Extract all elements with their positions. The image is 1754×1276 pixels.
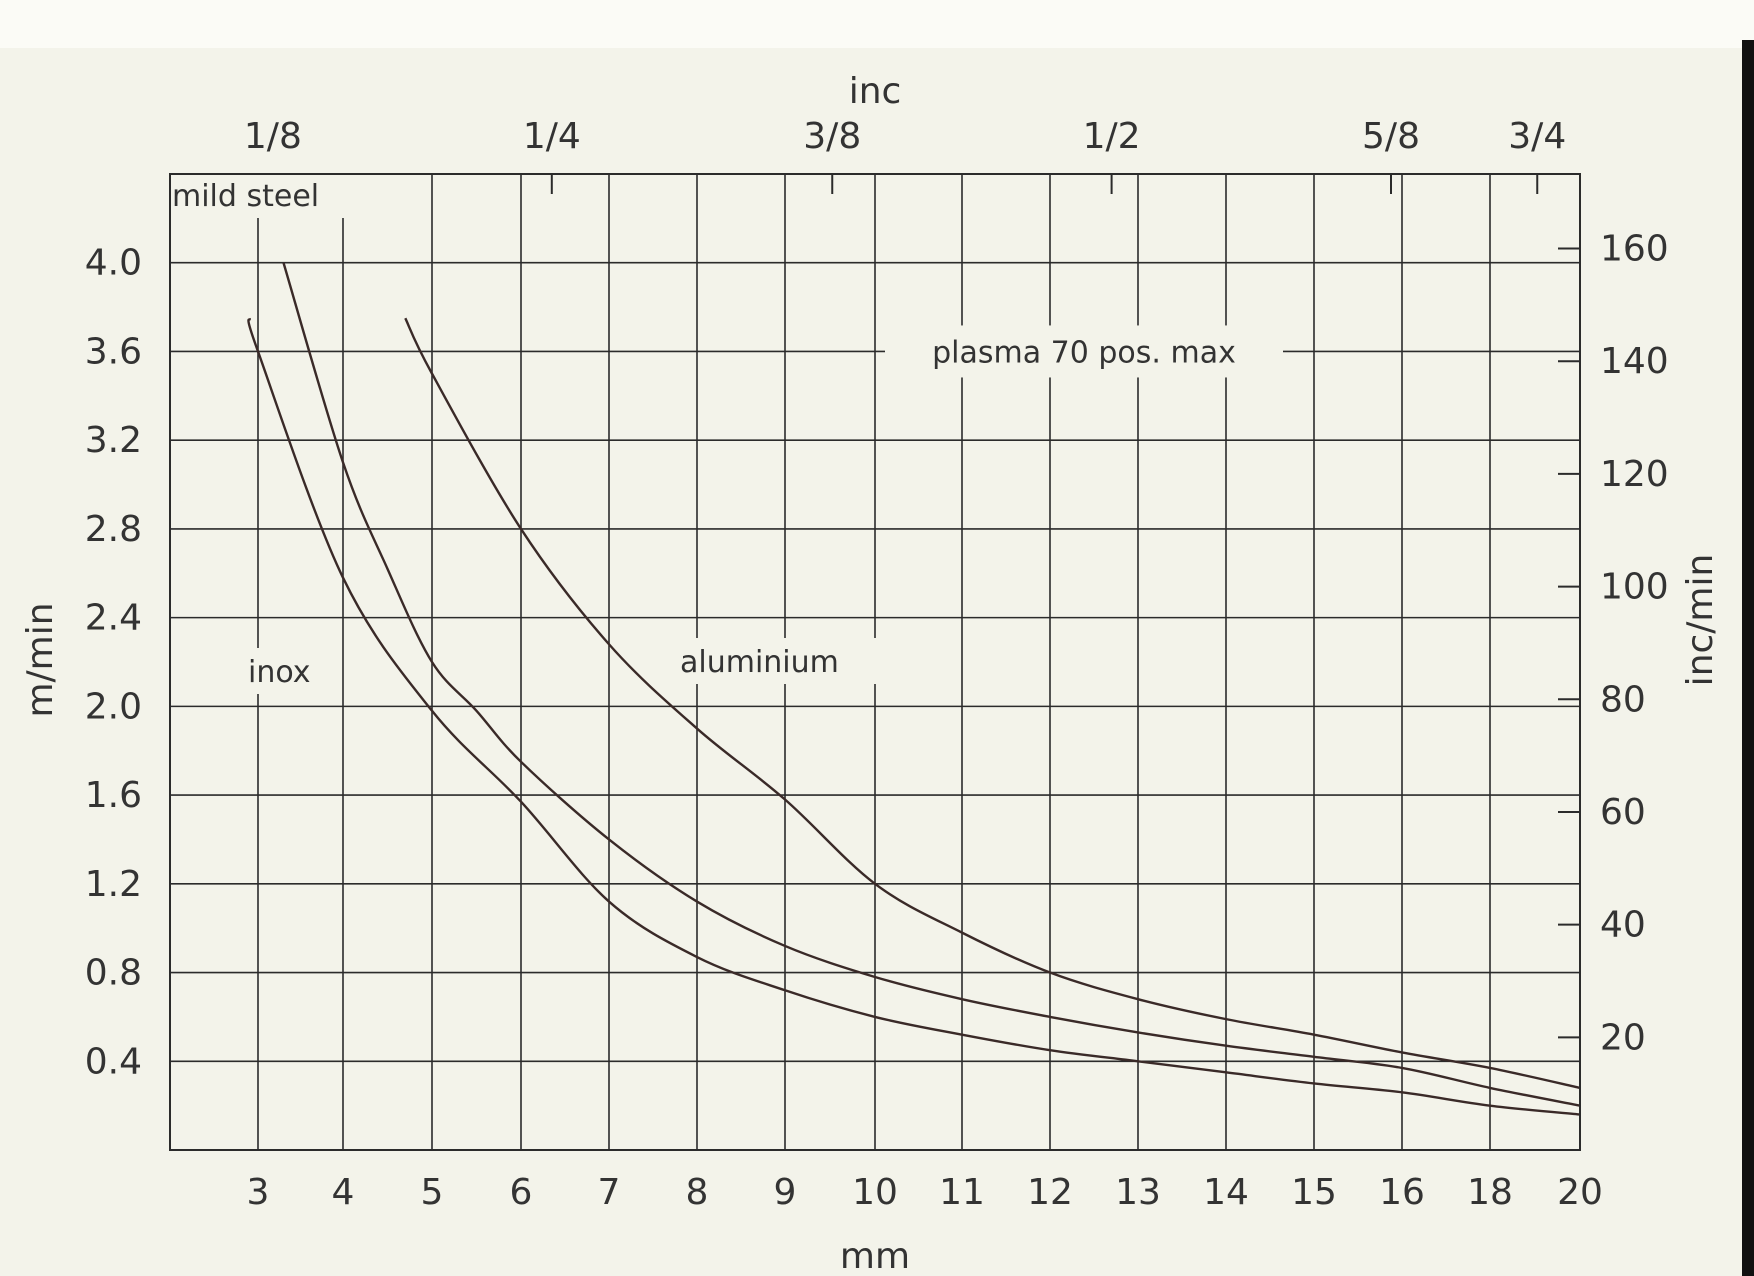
y-tick-label: 1.2 bbox=[85, 864, 142, 905]
x-tick-label: 18 bbox=[1467, 1172, 1513, 1213]
label-inox: inox bbox=[248, 655, 311, 690]
y-tick-label: 2.4 bbox=[85, 598, 142, 639]
y-axis-title: m/min bbox=[20, 602, 61, 717]
x-tick-label: 11 bbox=[939, 1172, 985, 1213]
right-tick-label: 120 bbox=[1600, 454, 1669, 495]
y-tick-label: 0.8 bbox=[85, 953, 142, 994]
right-edge-strip bbox=[1742, 40, 1754, 1276]
series-line-aluminium bbox=[404, 317, 1581, 1090]
right-tick-label: 60 bbox=[1600, 792, 1646, 833]
x-axis-title: mm bbox=[840, 1236, 910, 1276]
x-tick-label: 20 bbox=[1557, 1172, 1603, 1213]
top-axis-title: inc bbox=[849, 71, 902, 112]
top-tick-label: 3/8 bbox=[803, 116, 861, 157]
top-band bbox=[0, 0, 1754, 48]
right-tick-label: 80 bbox=[1600, 679, 1646, 720]
plot-frame bbox=[169, 173, 1581, 1151]
top-tick-label: 5/8 bbox=[1362, 116, 1420, 157]
plasma-label-bg bbox=[885, 325, 1283, 378]
y-tick-label: 2.0 bbox=[85, 686, 142, 727]
x-tick-label: 4 bbox=[332, 1172, 355, 1213]
right-tick-label: 20 bbox=[1600, 1017, 1646, 1058]
label-mild-steel-bg bbox=[168, 172, 390, 218]
x-tick-label: 10 bbox=[852, 1172, 898, 1213]
top-tick-label: 1/8 bbox=[244, 116, 302, 157]
x-tick-label: 16 bbox=[1379, 1172, 1425, 1213]
y-tick-label: 3.6 bbox=[85, 331, 142, 372]
right-axis-title: inc/min bbox=[1680, 554, 1721, 687]
right-tick-label: 40 bbox=[1600, 905, 1646, 946]
x-tick-label: 13 bbox=[1115, 1172, 1161, 1213]
labels: 0.4 0.8 1.2 1.6 2.0 2.4 2.8 3.2 3.6 4.0 3 4 5 6 7 8 9 10 1… bbox=[20, 71, 1721, 1276]
x-tick-label: 14 bbox=[1203, 1172, 1249, 1213]
x-tick-label: 12 bbox=[1027, 1172, 1073, 1213]
y-tick-label: 4.0 bbox=[85, 243, 142, 284]
label-aluminium-bg bbox=[676, 638, 876, 684]
y-tick-label: 0.4 bbox=[85, 1041, 142, 1082]
series-line-inox bbox=[247, 317, 1581, 1116]
x-tick-label: 9 bbox=[774, 1172, 797, 1213]
top-tick-label: 1/4 bbox=[523, 116, 581, 157]
curves bbox=[247, 262, 1581, 1116]
label-aluminium: aluminium bbox=[680, 645, 839, 680]
ticks bbox=[271, 174, 1580, 1039]
x-tick-label: 7 bbox=[598, 1172, 621, 1213]
y-tick-label: 3.2 bbox=[85, 420, 142, 461]
right-tick-label: 160 bbox=[1600, 229, 1669, 270]
right-tick-label: 100 bbox=[1600, 567, 1669, 608]
top-tick-label: 1/2 bbox=[1083, 116, 1141, 157]
top-tick-label: 3/4 bbox=[1508, 116, 1566, 157]
y-tick-label: 1.6 bbox=[85, 775, 142, 816]
x-tick-label: 15 bbox=[1291, 1172, 1337, 1213]
right-tick-label: 140 bbox=[1600, 341, 1669, 382]
x-tick-label: 8 bbox=[686, 1172, 709, 1213]
x-tick-label: 3 bbox=[247, 1172, 270, 1213]
x-tick-label: 6 bbox=[510, 1172, 533, 1213]
label-inox-bg bbox=[244, 648, 342, 694]
label-mild-steel: mild steel bbox=[172, 179, 319, 214]
plasma-label: plasma 70 pos. max bbox=[932, 335, 1236, 370]
x-tick-label: 5 bbox=[421, 1172, 444, 1213]
y-tick-label: 2.8 bbox=[85, 509, 142, 550]
series-line-mild-steel bbox=[282, 262, 1581, 1107]
